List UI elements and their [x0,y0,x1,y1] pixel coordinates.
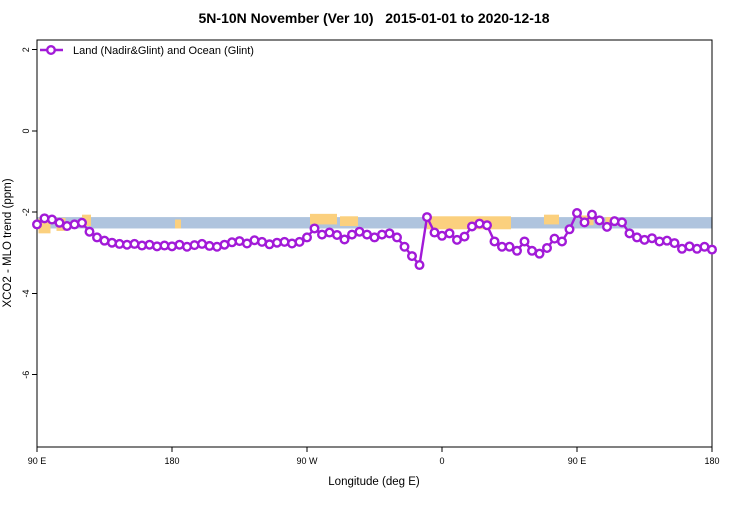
data-point [587,209,598,220]
data-point [392,232,403,243]
orange-band-segment [340,216,358,227]
data-point [669,238,680,249]
data-point [572,208,583,219]
legend-marker-icon [46,45,57,56]
data-point [332,229,343,240]
x-tick-label: 180 [164,456,179,466]
orange-band-segment [175,219,181,229]
y-tick-label: 0 [21,128,31,133]
x-tick-label: 90 E [568,456,587,466]
data-point [594,215,605,226]
data-point [579,217,590,228]
data-point [489,236,500,247]
data-point [32,219,43,230]
y-tick-label: -2 [21,208,31,216]
data-point [602,221,613,232]
data-point [407,251,418,262]
data-point [309,223,320,234]
data-point [414,260,425,271]
data-point [534,248,545,259]
data-point [444,228,455,239]
series-line-layer [32,208,718,271]
legend: Land (Nadir&Glint) and Ocean (Glint) [40,45,254,57]
y-axis-label: XCO2 - MLO trend (ppm) [2,178,14,307]
legend-label: Land (Nadir&Glint) and Ocean (Glint) [73,45,254,57]
data-point [459,231,470,242]
data-point [482,220,493,231]
x-tick-label: 180 [704,456,719,466]
data-point [624,228,635,239]
orange-band-segment [544,214,559,225]
data-point [339,234,350,245]
data-point [294,236,305,247]
orange-band-segment [82,214,91,227]
data-point [302,232,313,243]
data-point [512,245,523,256]
data-point [519,236,530,247]
orange-band-segment [310,213,337,225]
data-point [557,236,568,247]
data-point [542,242,553,253]
y-tick-label: 2 [21,47,31,52]
data-point [564,224,575,235]
data-point [422,212,433,223]
data-point [399,241,410,252]
data-point [707,244,718,255]
data-point [617,217,628,228]
plot-border [36,39,713,448]
data-point [384,228,395,239]
chart-title: 5N-10N November (Ver 10) 2015-01-01 to 2… [199,10,550,26]
data-point [76,217,87,228]
band-segment [37,217,712,229]
x-tick-label: 0 [439,456,444,466]
y-tick-label: -6 [21,371,31,379]
x-axis-label: Longitude (deg E) [328,476,420,488]
x-tick-label: 90 W [296,456,318,466]
y-tick-label: -4 [21,289,31,297]
data-point [504,241,515,252]
x-tick-label: 90 E [28,456,47,466]
axis-ticks: 90 E 180 90 W 0 90 E 180 2 0 -2 -4 -6 [21,47,720,466]
data-point [84,226,95,237]
